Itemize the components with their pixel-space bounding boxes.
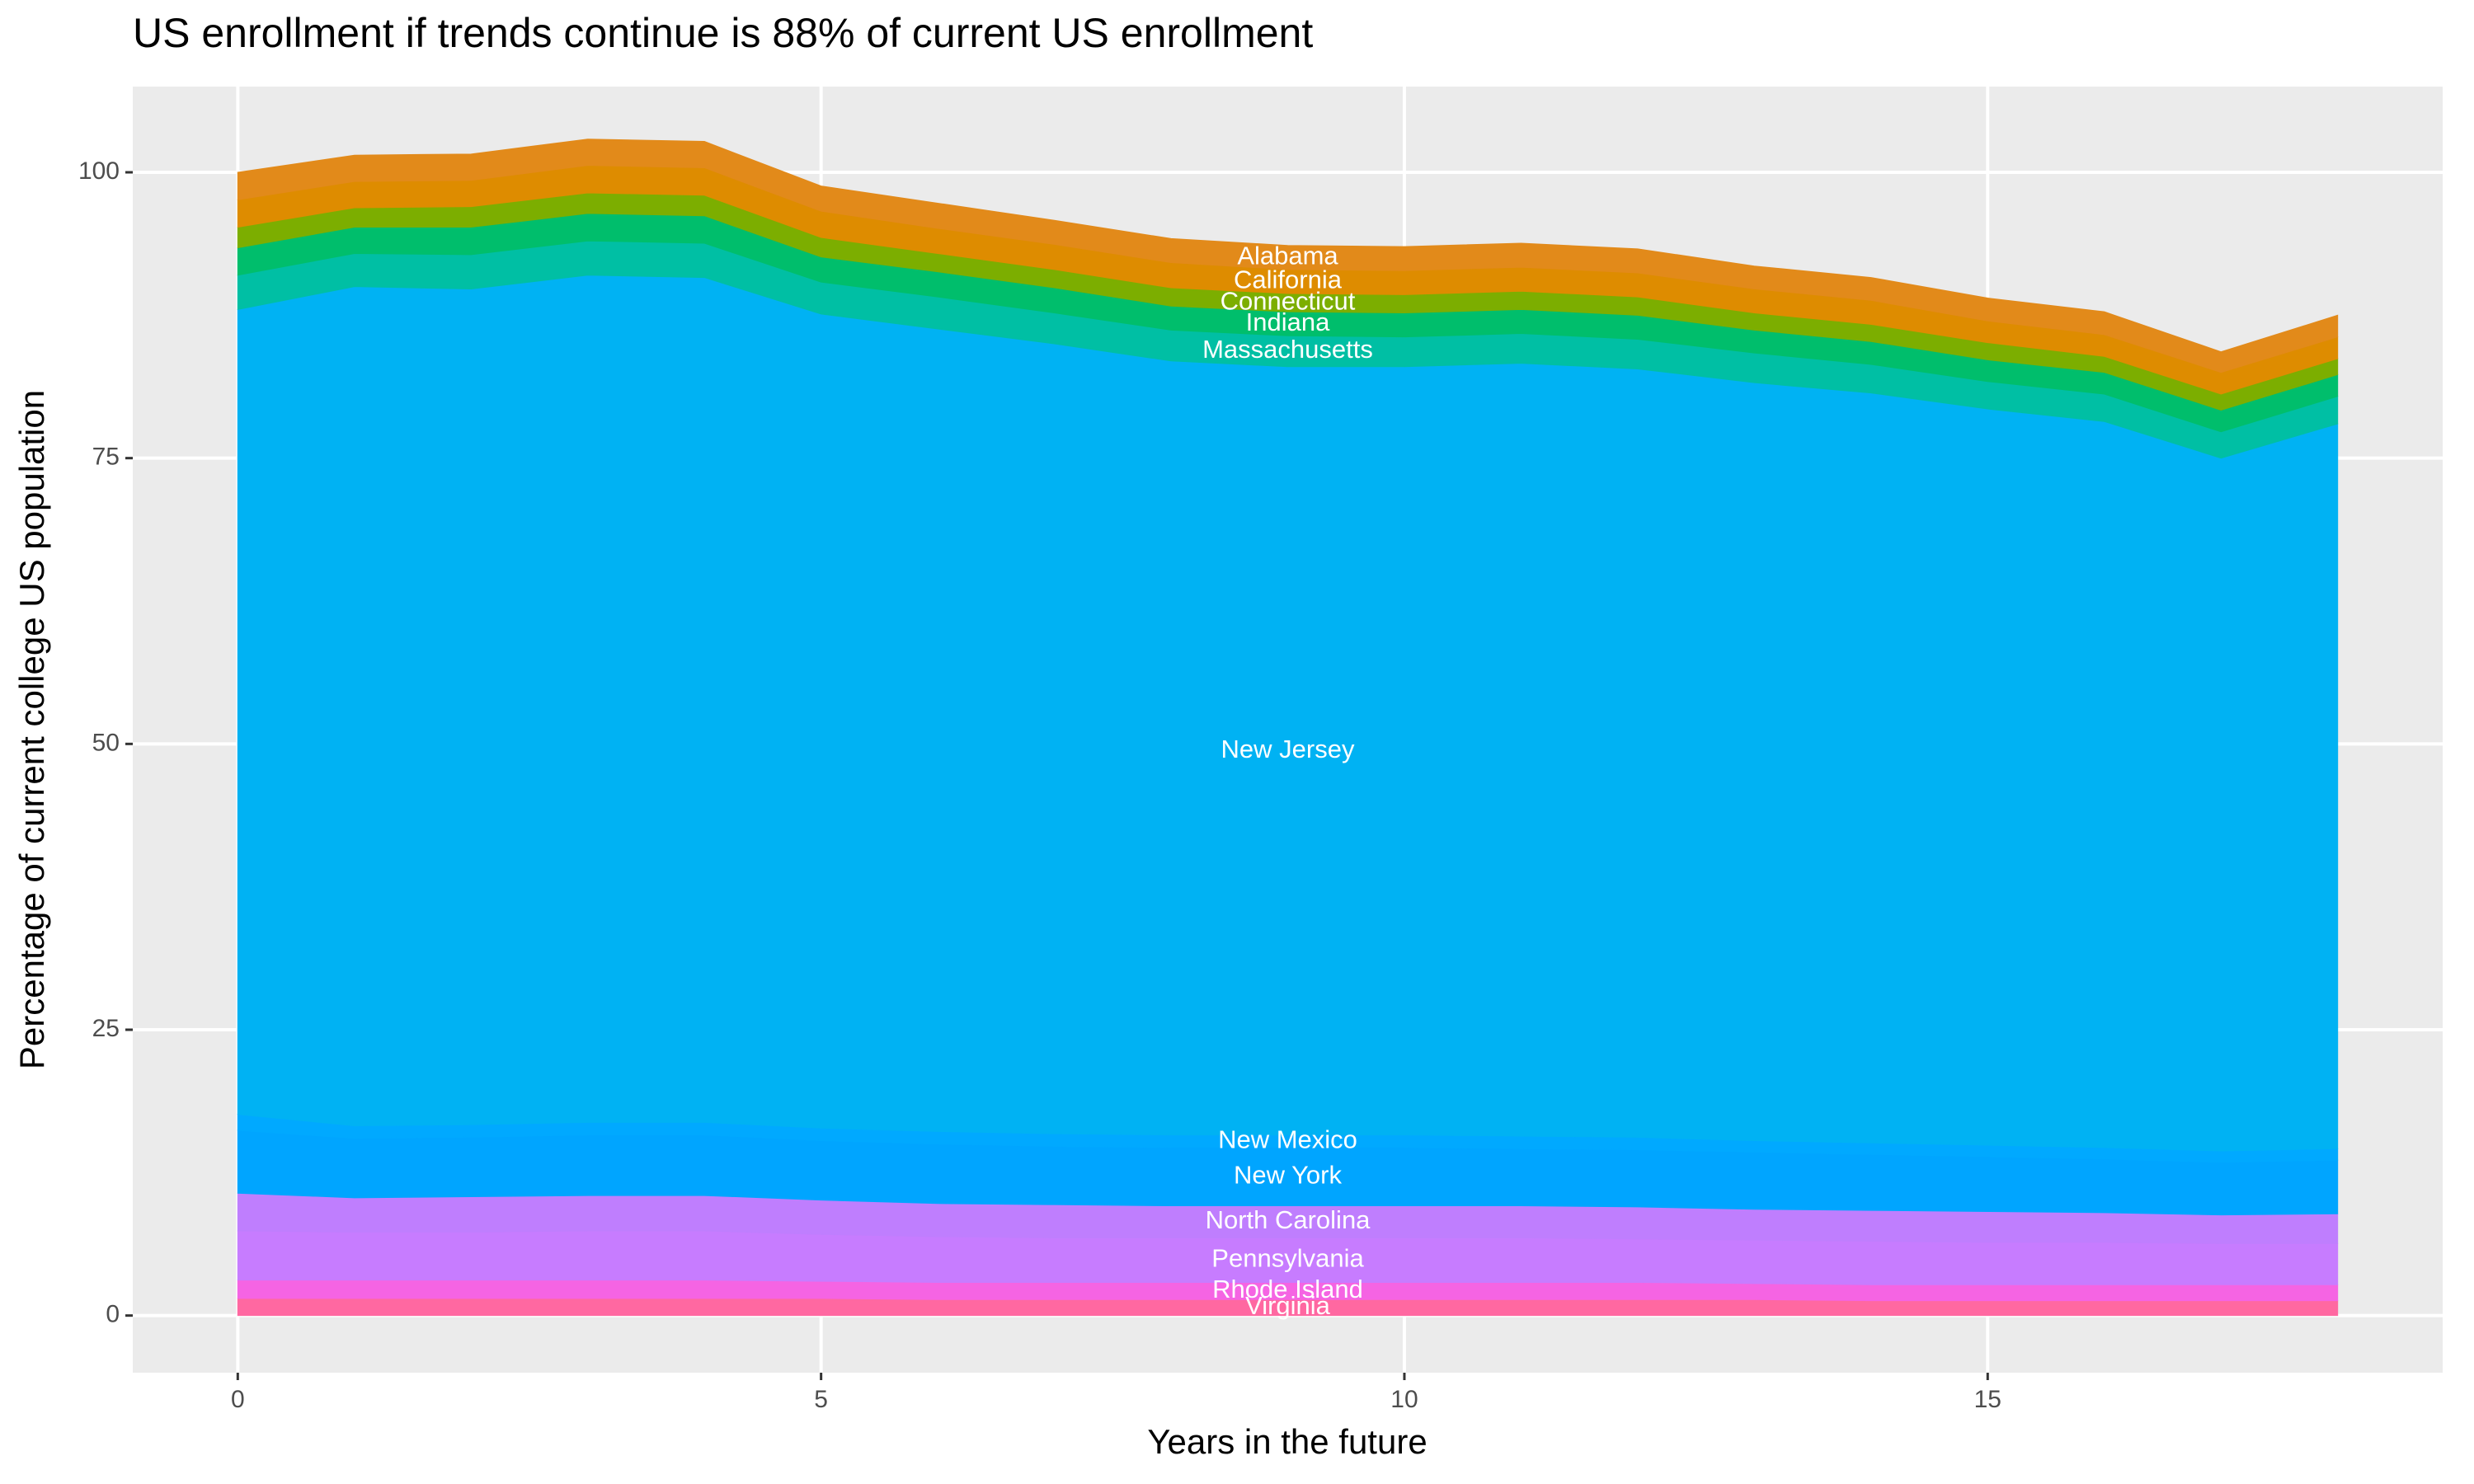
area-label: Virginia xyxy=(1245,1291,1331,1320)
x-tick-label: 5 xyxy=(814,1386,828,1413)
area-label: North Carolina xyxy=(1206,1205,1371,1234)
x-tick-label: 0 xyxy=(231,1386,245,1413)
y-tick-label: 100 xyxy=(78,157,120,185)
area-label: New Mexico xyxy=(1218,1125,1357,1153)
area-label: Indiana xyxy=(1246,308,1330,336)
x-tick-label: 15 xyxy=(1974,1386,2001,1413)
x-axis-title: Years in the future xyxy=(1147,1422,1427,1461)
x-tick-label: 10 xyxy=(1390,1386,1418,1413)
y-tick-label: 0 xyxy=(106,1301,120,1328)
area-label: Massachusetts xyxy=(1202,335,1373,364)
area-label: Alabama xyxy=(1237,241,1338,270)
y-axis-title: Percentage of current college US populat… xyxy=(12,390,51,1069)
area-label: California xyxy=(1234,265,1343,294)
y-tick-label: 25 xyxy=(92,1015,120,1042)
chart-title: US enrollment if trends continue is 88% … xyxy=(133,10,1313,56)
area-label: Rhode Island xyxy=(1212,1275,1363,1303)
area-label: New Jersey xyxy=(1221,735,1355,763)
area-label: New York xyxy=(1234,1160,1342,1189)
y-tick-label: 75 xyxy=(92,444,120,471)
area-label: Connecticut xyxy=(1221,286,1356,315)
y-tick-label: 50 xyxy=(92,729,120,756)
area-label: Pennsylvania xyxy=(1211,1244,1364,1273)
area xyxy=(237,139,2339,373)
